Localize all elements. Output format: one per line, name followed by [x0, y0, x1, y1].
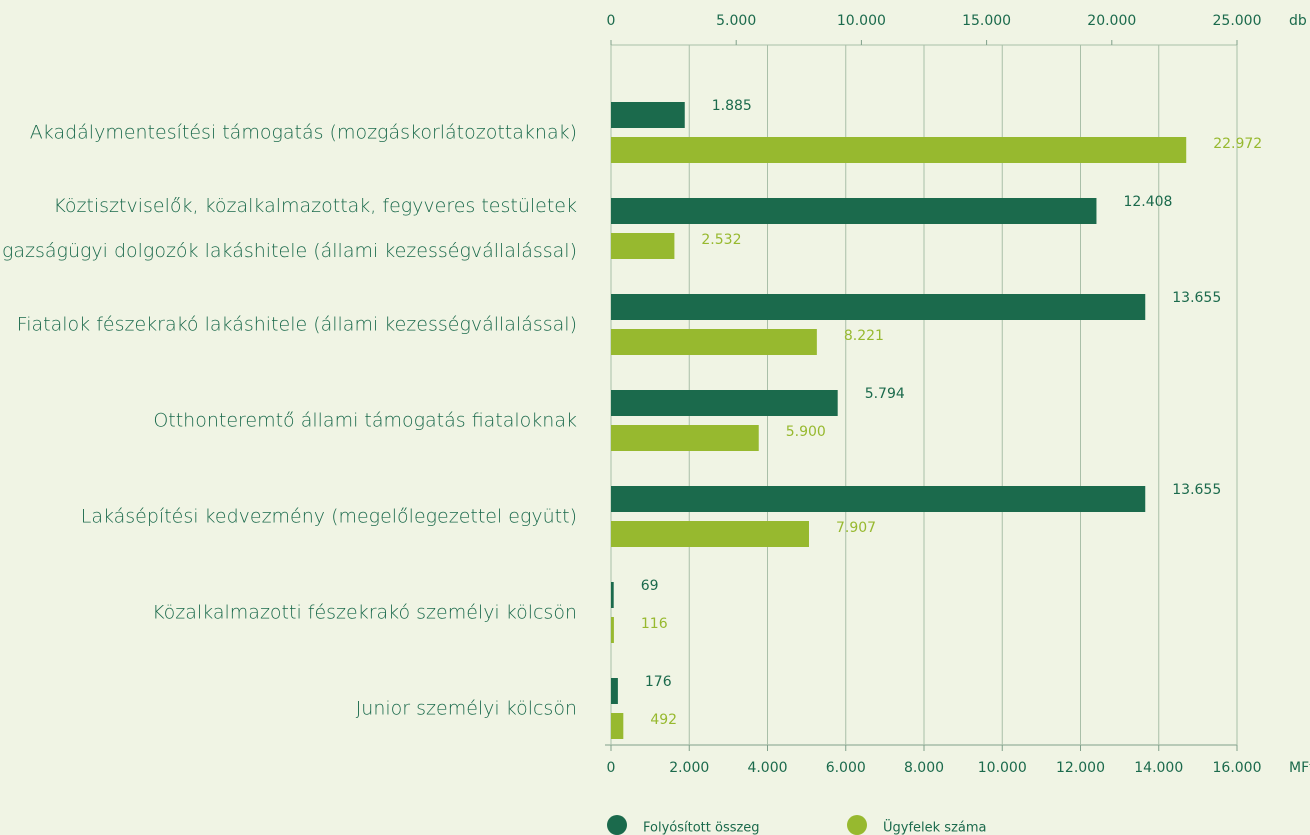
x-tick-label: 4.000	[747, 760, 787, 776]
bar	[611, 486, 1146, 512]
bar	[611, 233, 675, 259]
bar	[611, 329, 817, 355]
x2-tick-label: 0	[607, 13, 616, 29]
value-label: 1.885	[712, 98, 752, 114]
value-label: 8.221	[844, 328, 884, 344]
bar	[611, 390, 838, 416]
x-tick-label: 16.000	[1213, 760, 1262, 776]
value-label: 13.655	[1172, 290, 1221, 306]
bar	[611, 582, 614, 608]
bar	[611, 713, 624, 739]
value-label: 116	[641, 616, 668, 632]
legend-swatch	[847, 815, 867, 835]
value-label: 176	[645, 674, 672, 690]
bar	[611, 102, 685, 128]
value-label: 2.532	[701, 232, 741, 248]
bar	[611, 678, 618, 704]
x-tick-label: 6.000	[826, 760, 866, 776]
x-tick-label: 2.000	[669, 760, 709, 776]
legend-label: Folyósított összeg	[643, 821, 760, 835]
value-label: 5.794	[865, 386, 905, 402]
x-axis-unit: MFt	[1289, 760, 1310, 776]
x2-tick-label: 10.000	[837, 13, 886, 29]
bar	[611, 294, 1146, 320]
bar	[611, 198, 1097, 224]
x-tick-label: 8.000	[904, 760, 944, 776]
x2-tick-label: 5.000	[716, 13, 756, 29]
category-label: Akadálymentesítési támogatás (mozgáskorl…	[29, 121, 577, 143]
bar	[611, 521, 809, 547]
x2-tick-label: 25.000	[1213, 13, 1262, 29]
category-label: Fiatalok fészekrakó lakáshitele (állami …	[16, 313, 577, 335]
x2-axis-unit: db	[1289, 13, 1307, 29]
x-tick-label: 12.000	[1056, 760, 1105, 776]
x-tick-label: 14.000	[1134, 760, 1183, 776]
value-label: 5.900	[786, 424, 826, 440]
value-label: 69	[641, 578, 659, 594]
value-label: 22.972	[1213, 136, 1262, 152]
x2-tick-label: 15.000	[962, 13, 1011, 29]
category-label: Köztisztviselők, közalkalmazottak, fegyv…	[0, 194, 577, 262]
category-label: Közalkalmazotti fészekrakó személyi kölc…	[152, 601, 577, 623]
bar	[611, 137, 1187, 163]
bar	[611, 425, 759, 451]
x-tick-label: 0	[607, 760, 616, 776]
category-label: Junior személyi kölcsön	[355, 697, 577, 719]
value-label: 492	[650, 712, 677, 728]
value-label: 12.408	[1123, 194, 1172, 210]
x-tick-label: 10.000	[978, 760, 1027, 776]
category-label: Lakásépítési kedvezmény (megelőlegezette…	[80, 505, 577, 527]
category-label: Otthonteremtő állami támogatás fiatalokn…	[153, 409, 577, 431]
legend-label: Ügyfelek száma	[883, 819, 987, 835]
bar	[611, 617, 614, 643]
value-label: 13.655	[1172, 482, 1221, 498]
value-label: 7.907	[836, 520, 876, 536]
legend-swatch	[607, 815, 627, 835]
x2-tick-label: 20.000	[1087, 13, 1136, 29]
